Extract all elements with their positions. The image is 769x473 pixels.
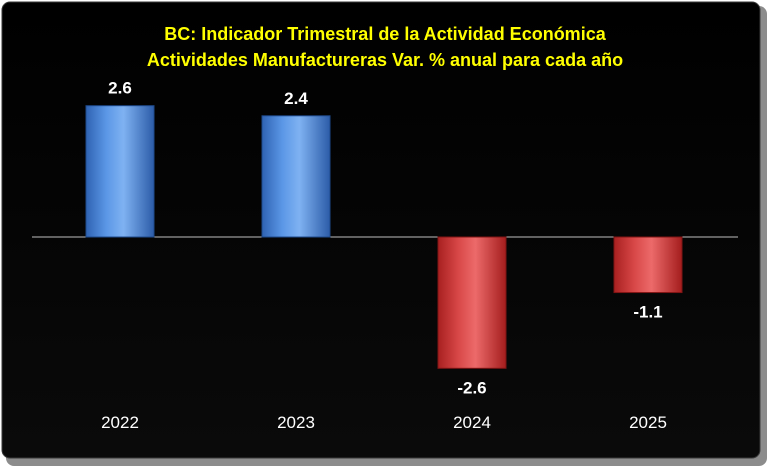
chart-title: BC: Indicador Trimestral de la Actividad… xyxy=(164,24,606,44)
bars-group xyxy=(85,105,683,369)
value-label-2024: -2.6 xyxy=(457,378,486,397)
bar-2022 xyxy=(85,105,155,238)
chart-background xyxy=(1,1,761,459)
value-label-2023: 2.4 xyxy=(284,89,308,108)
category-labels-group: 2022 2023 2024 2025 xyxy=(101,413,667,432)
value-labels-group: 2.6 2.4 -2.6 -1.1 xyxy=(108,79,662,398)
bar-2024 xyxy=(437,236,507,369)
chart-subtitle: Actividades Manufactureras Var. % anual … xyxy=(147,50,623,70)
value-label-2025: -1.1 xyxy=(633,303,662,322)
category-label-2023: 2023 xyxy=(277,413,315,432)
category-label-2025: 2025 xyxy=(629,413,667,432)
bar-2023 xyxy=(261,115,331,238)
category-label-2022: 2022 xyxy=(101,413,139,432)
category-label-2024: 2024 xyxy=(453,413,491,432)
bar-2025 xyxy=(613,236,683,294)
value-label-2022: 2.6 xyxy=(108,79,132,98)
